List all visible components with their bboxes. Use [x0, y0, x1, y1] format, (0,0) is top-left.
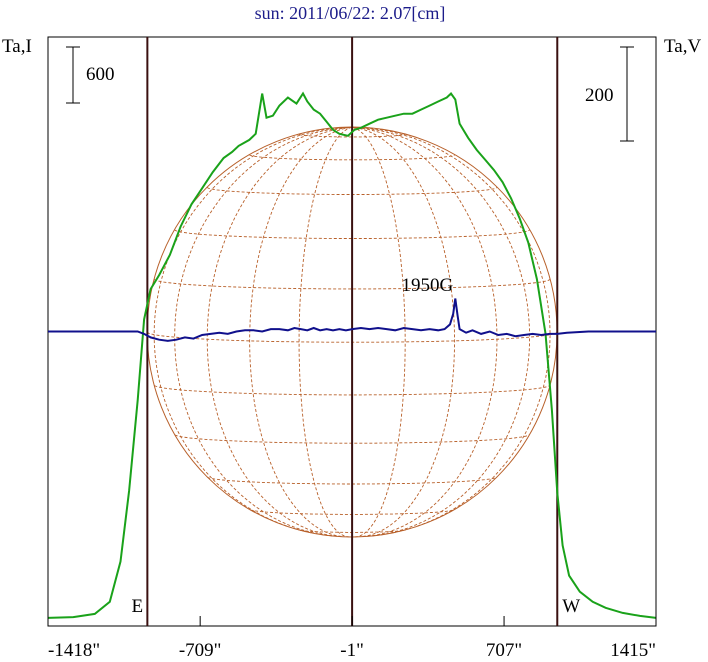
- longitude-line: [352, 126, 498, 537]
- x-tick-label: 1415": [610, 640, 656, 661]
- latitude-line: [154, 385, 551, 396]
- left-axis-label: Ta,I: [2, 36, 32, 57]
- longitude-line: [352, 126, 531, 537]
- longitude-line: [352, 126, 456, 537]
- longitude-line: [153, 126, 353, 534]
- series-line-V: [48, 298, 656, 342]
- series-line-I: [47, 91, 657, 619]
- x-tick-label: 707": [486, 640, 522, 661]
- longitude-line: [351, 126, 406, 538]
- right-scale-bar-label: 200: [585, 85, 614, 106]
- magnetic-field-annotation: 1950G: [401, 275, 453, 296]
- right-axis-label: Ta,V: [664, 36, 701, 57]
- x-tick-label: -709": [179, 640, 222, 661]
- chart-title: sun: 2011/06/22: 2.07[cm]: [255, 3, 446, 23]
- left-scale-bar: 600: [66, 46, 115, 104]
- right-scale-bar: 200: [585, 46, 634, 142]
- longitude-line: [298, 126, 353, 538]
- longitude-line: [206, 126, 353, 537]
- x-tick-label: -1418": [48, 640, 100, 661]
- longitude-line: [174, 126, 353, 537]
- longitude-line: [249, 126, 353, 537]
- data-series: [47, 91, 657, 619]
- limb-label: E: [132, 596, 144, 617]
- x-tick-label: -1": [340, 640, 364, 661]
- x-axis-ticks: -1418" -709" -1" 707" 1415": [47, 616, 657, 661]
- left-scale-bar-label: 600: [86, 64, 115, 85]
- longitude-line: [352, 126, 551, 534]
- limb-label: W: [562, 596, 580, 617]
